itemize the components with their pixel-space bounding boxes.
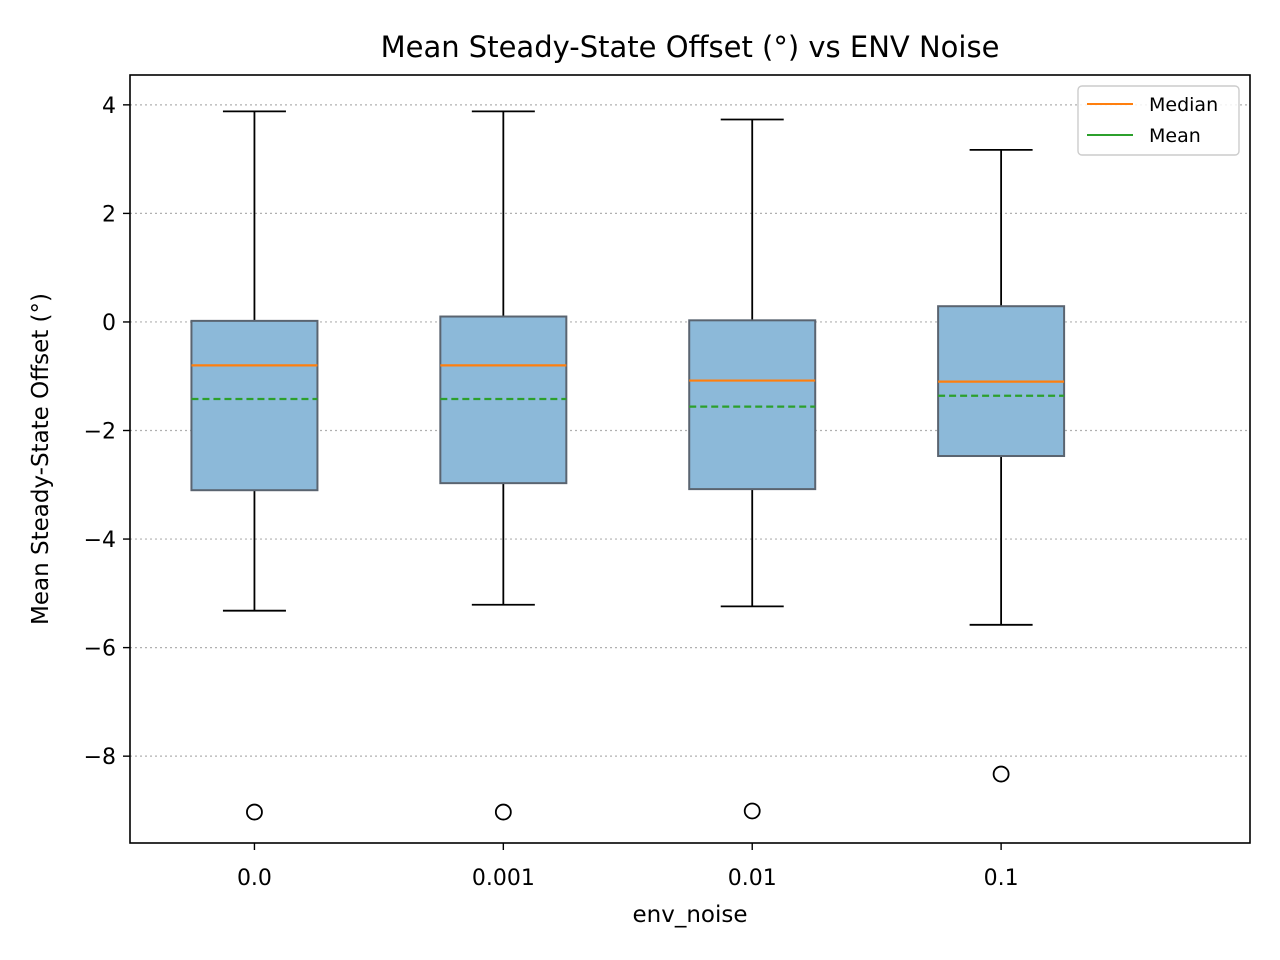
y-tick-label: 2	[102, 202, 116, 227]
box-group	[688, 118, 817, 820]
box-group	[439, 110, 568, 821]
outlier-point	[494, 803, 512, 821]
box-group	[190, 110, 319, 821]
x-tick-label: 0.1	[984, 866, 1019, 891]
y-tick-label: 4	[102, 94, 116, 119]
x-tick-label: 0.001	[472, 866, 535, 891]
x-tick-label: 0.01	[728, 866, 777, 891]
outlier-point	[246, 803, 263, 821]
outlier-point	[743, 802, 761, 820]
iqr-box	[190, 319, 319, 492]
y-tick-label: −8	[84, 745, 116, 770]
legend-label-median: Median	[1149, 94, 1218, 116]
iqr-box	[688, 319, 817, 491]
box-group	[937, 149, 1066, 783]
chart-title: Mean Steady-State Offset (°) vs ENV Nois…	[381, 30, 1000, 64]
box-layer	[190, 110, 1066, 821]
legend-label-mean: Mean	[1149, 125, 1201, 147]
y-axis-label: Mean Steady-State Offset (°)	[28, 293, 54, 625]
x-axis-label: env_noise	[632, 902, 747, 928]
x-tick-label: 0.0	[237, 866, 272, 891]
legend: Median Mean	[1077, 85, 1240, 156]
tick-layer: 4 2 0 −2 −4 −6 −8 0.0 0.001 0.01 0.1	[84, 94, 1019, 891]
y-tick-label: 0	[102, 311, 116, 336]
y-tick-label: −2	[84, 420, 116, 445]
y-tick-label: −4	[84, 528, 116, 553]
plot-frame	[129, 74, 1251, 844]
y-tick-label: −6	[84, 637, 116, 662]
iqr-box	[439, 315, 568, 485]
outlier-point	[992, 765, 1010, 783]
